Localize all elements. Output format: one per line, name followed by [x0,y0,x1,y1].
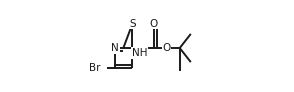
Text: Br: Br [89,63,101,73]
Text: O: O [149,19,158,29]
Text: N: N [111,43,119,53]
Text: S: S [129,19,136,29]
Text: NH: NH [132,48,147,58]
Text: O: O [163,43,171,53]
